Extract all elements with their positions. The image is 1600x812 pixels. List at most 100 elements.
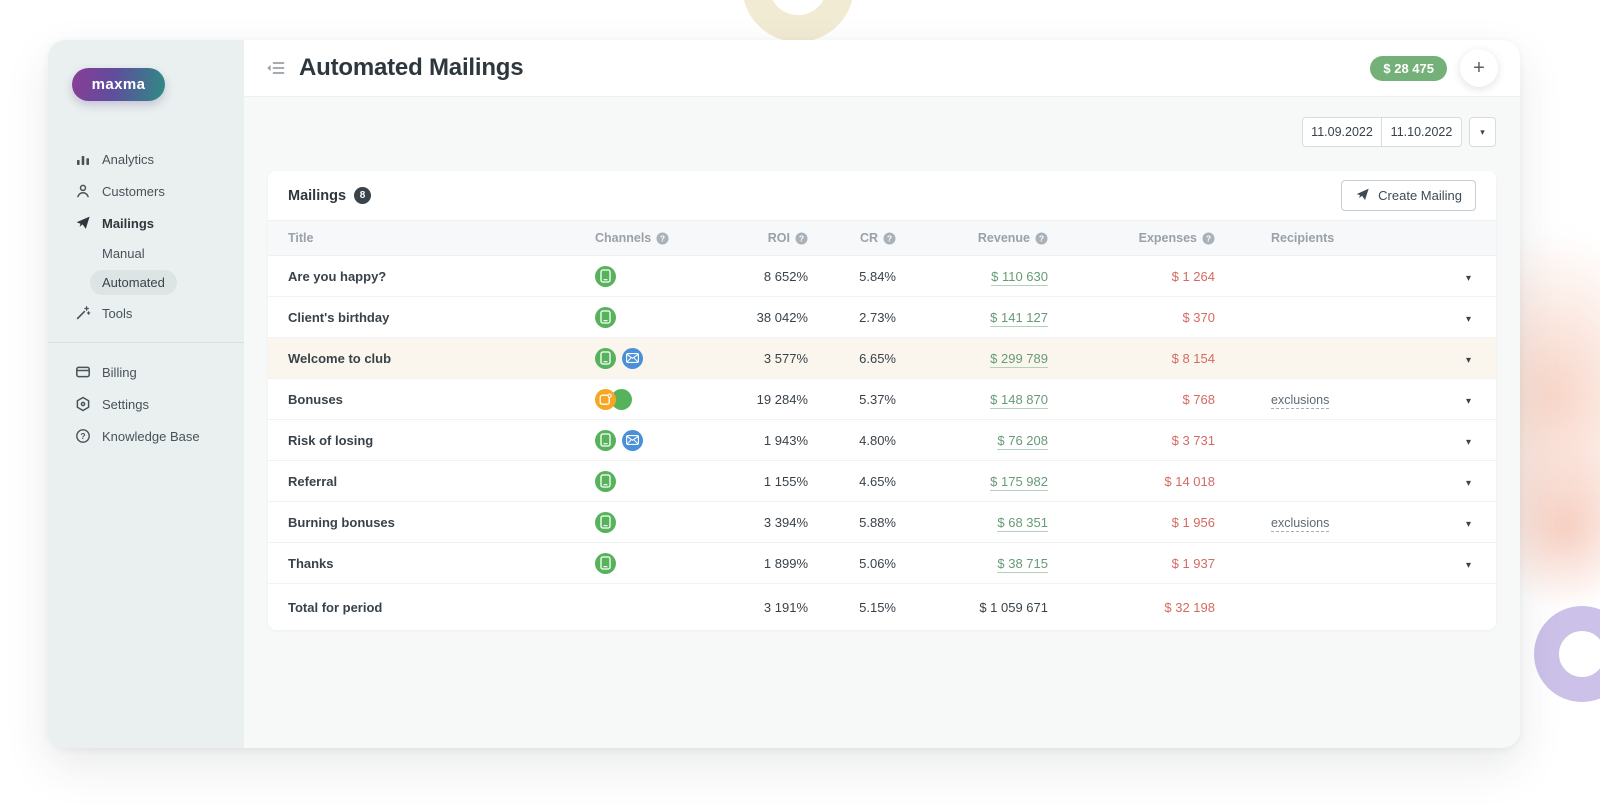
help-icon[interactable]: ? — [656, 232, 669, 245]
sidebar-divider — [48, 342, 244, 343]
cell-cr: 2.73% — [859, 309, 896, 325]
sidebar-item-billing[interactable]: Billing — [48, 356, 244, 388]
table-row[interactable]: Thanks 1 899% 5.06% $ 38 715 $ 1 937 ▾ — [268, 543, 1496, 584]
cell-cr: 5.84% — [859, 268, 896, 284]
sidebar-item-mailings[interactable]: Mailings — [48, 207, 244, 239]
cell-channels — [563, 511, 723, 533]
page-title: Automated Mailings — [299, 54, 524, 81]
row-expand-caret[interactable]: ▾ — [1465, 313, 1471, 325]
sidebar-item-analytics[interactable]: Analytics — [48, 143, 244, 175]
table-row[interactable]: Referral 1 155% 4.65% $ 175 982 $ 14 018 ▾ — [268, 461, 1496, 502]
sidebar-item-settings[interactable]: Settings — [48, 388, 244, 420]
sidebar-item-manual[interactable]: Manual — [48, 239, 244, 268]
exclusions-link[interactable]: exclusions — [1271, 392, 1330, 409]
cell-cr: 6.65% — [859, 350, 896, 366]
sidebar-item-label: Manual — [102, 246, 145, 261]
exclusions-link[interactable]: exclusions — [1271, 515, 1330, 532]
cell-revenue: $ 76 208 — [896, 432, 1048, 450]
row-expand-caret[interactable]: ▾ — [1465, 477, 1471, 489]
balance-badge[interactable]: $ 28 475 — [1370, 55, 1447, 81]
email-channel-icon — [622, 429, 643, 451]
row-expand-caret[interactable]: ▾ — [1465, 395, 1471, 407]
revenue-link[interactable]: $ 148 870 — [990, 391, 1048, 409]
help-icon[interactable]: ? — [883, 232, 896, 245]
cell-title: Thanks — [288, 555, 334, 571]
sidebar-item-label: Mailings — [102, 215, 155, 231]
table-row[interactable]: Risk of losing 1 943% 4.80% $ 76 208 $ 3 731… — [268, 420, 1496, 461]
date-to-input[interactable] — [1382, 118, 1461, 146]
cell-channels — [563, 347, 723, 369]
cell-channels — [563, 470, 723, 492]
sidebar-nav-primary: Analytics Customers Mailings Manual Automate… — [48, 143, 244, 329]
email-channel-icon — [622, 347, 643, 369]
sms-channel-icon — [595, 429, 616, 451]
column-header-label: ROI — [767, 231, 790, 245]
table-row[interactable]: Bonuses 19 284% 5.37% $ 148 870 $ 768 exclusi… — [268, 379, 1496, 420]
cell-revenue: $ 68 351 — [896, 514, 1048, 532]
revenue-link[interactable]: $ 76 208 — [997, 432, 1048, 450]
mailings-table-card: Mailings 8 Create Mailing Title Channels?… — [268, 171, 1496, 630]
total-revenue: $ 1 059 671 — [979, 599, 1048, 615]
table-row[interactable]: Welcome to club 3 577% 6.65% $ 299 789 $ 8 1… — [268, 338, 1496, 379]
cell-recipients: exclusions — [1215, 392, 1385, 409]
cell-expenses: $ 14 018 — [1048, 474, 1215, 489]
row-expand-caret[interactable]: ▾ — [1465, 354, 1471, 366]
row-expand-caret[interactable]: ▾ — [1465, 272, 1471, 284]
add-button[interactable]: + — [1460, 49, 1498, 87]
expenses-value: $ 8 154 — [1171, 350, 1215, 366]
table-title: Mailings — [288, 187, 347, 204]
revenue-link[interactable]: $ 299 789 — [990, 350, 1048, 368]
table-row[interactable]: Are you happy? 8 652% 5.84% $ 110 630 $ 1 26… — [268, 256, 1496, 297]
revenue-link[interactable]: $ 38 715 — [997, 555, 1048, 573]
create-mailing-button[interactable]: Create Mailing — [1341, 180, 1476, 211]
cell-title: Risk of losing — [288, 432, 374, 448]
expenses-value: $ 768 — [1182, 391, 1215, 407]
cell-expenses: $ 8 154 — [1048, 351, 1215, 366]
maxma-logo[interactable]: maxma — [72, 68, 165, 101]
cell-cr: 4.80% — [859, 432, 896, 448]
cell-roi: 1 155% — [763, 473, 808, 489]
row-expand-caret[interactable]: ▾ — [1465, 436, 1471, 448]
row-expand-caret[interactable]: ▾ — [1465, 518, 1471, 530]
table-row[interactable]: Burning bonuses 3 394% 5.88% $ 68 351 $ 1 95… — [268, 502, 1496, 543]
sidebar-item-knowledge-base[interactable]: ? Knowledge Base — [48, 420, 244, 452]
cell-expenses: $ 1 937 — [1048, 556, 1215, 571]
revenue-link[interactable]: $ 68 351 — [997, 514, 1048, 532]
main-area: Automated Mailings $ 28 475 + ▾ Mailings… — [244, 40, 1520, 748]
cell-channels — [563, 429, 723, 451]
analytics-icon — [75, 151, 91, 167]
app-window: maxma Analytics Customers Mailings Manual Au… — [48, 40, 1520, 748]
sidebar-item-customers[interactable]: Customers — [48, 175, 244, 207]
help-icon[interactable]: ? — [795, 232, 808, 245]
revenue-link[interactable]: $ 175 982 — [990, 473, 1048, 491]
sidebar-item-tools[interactable]: Tools — [48, 297, 244, 329]
date-from-input[interactable] — [1303, 118, 1382, 146]
sidebar-item-automated[interactable]: Automated — [48, 268, 244, 297]
cell-roi: 38 042% — [756, 309, 808, 325]
row-expand-caret[interactable]: ▾ — [1465, 559, 1471, 571]
cell-revenue: $ 148 870 — [896, 391, 1048, 409]
revenue-link[interactable]: $ 110 630 — [991, 268, 1048, 286]
revenue-link[interactable]: $ 141 127 — [990, 309, 1048, 327]
column-header-label: Title — [288, 231, 314, 245]
cell-title: Bonuses — [288, 391, 343, 407]
cell-roi: 3 577% — [763, 350, 808, 366]
cell-title: Client's birthday — [288, 309, 390, 325]
cell-expand: ▾ — [1385, 310, 1476, 325]
svg-text:?: ? — [80, 431, 85, 441]
date-range-dropdown[interactable]: ▾ — [1469, 117, 1496, 147]
collapse-sidebar-icon[interactable] — [266, 61, 285, 75]
billing-icon — [75, 364, 91, 380]
sidebar-item-label: Knowledge Base — [102, 428, 200, 444]
cell-title: Welcome to club — [288, 350, 392, 366]
table-row[interactable]: Client's birthday 38 042% 2.73% $ 141 127 $ … — [268, 297, 1496, 338]
cell-title: Referral — [288, 473, 338, 489]
sidebar-item-label: Automated — [90, 270, 177, 295]
cell-expand: ▾ — [1385, 515, 1476, 530]
topbar: Automated Mailings $ 28 475 + — [244, 40, 1520, 97]
mailings-count-badge: 8 — [354, 187, 372, 204]
help-icon[interactable]: ? — [1202, 232, 1215, 245]
help-icon[interactable]: ? — [1035, 232, 1048, 245]
cell-channels — [563, 388, 723, 410]
sms-channel-icon — [611, 388, 632, 410]
